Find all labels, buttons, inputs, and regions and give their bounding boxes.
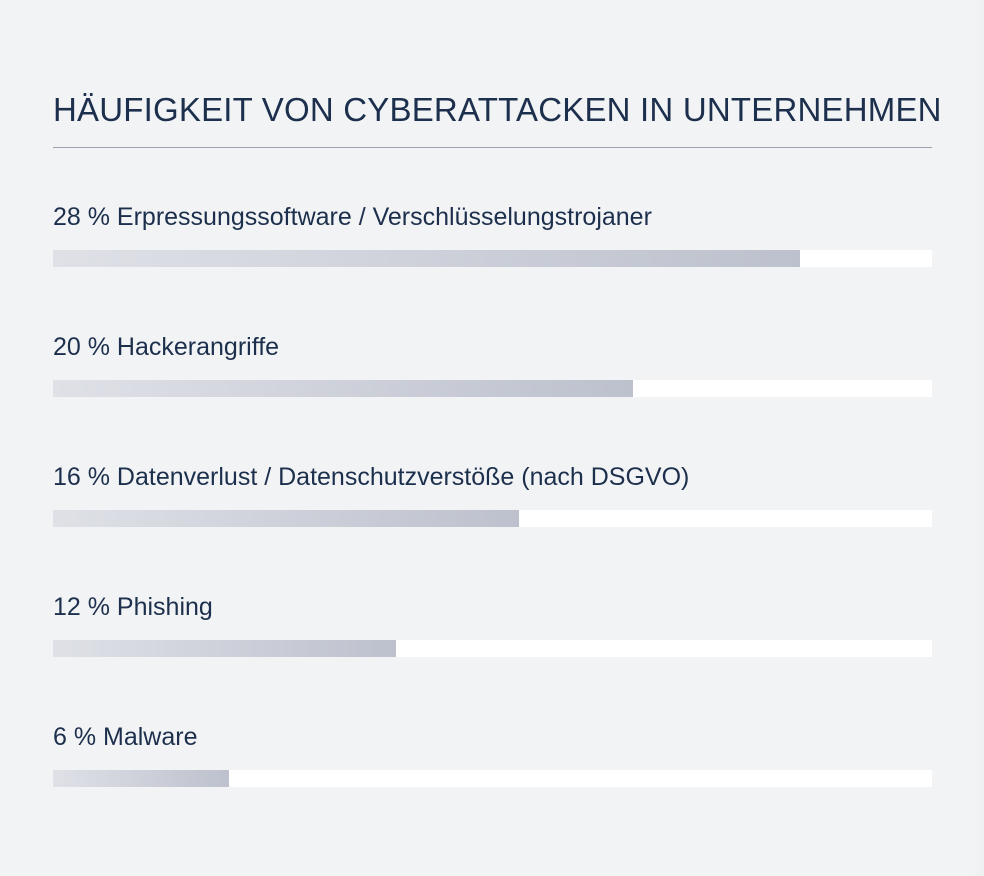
bar-item: 28 % Erpressungssoftware / Verschlüsselu… (53, 202, 932, 332)
chart-title: HÄUFIGKEIT VON CYBERATTACKEN IN UNTERNEH… (53, 91, 942, 128)
bar-item: 6 % Malware (53, 722, 932, 852)
bar-label: 20 % Hackerangriffe (53, 333, 280, 361)
bar-track (53, 250, 932, 267)
chart-panel: HÄUFIGKEIT VON CYBERATTACKEN IN UNTERNEH… (53, 90, 942, 852)
bar-item: 16 % Datenverlust / Datenschutzverstöße … (53, 462, 932, 592)
bar-track (53, 510, 932, 527)
bar-fill (53, 510, 519, 527)
bar-label: 12 % Phishing (53, 593, 213, 621)
bar-fill (53, 640, 396, 657)
bar-item: 12 % Phishing (53, 592, 932, 722)
bar-label: 6 % Malware (53, 723, 198, 751)
bar-item: 20 % Hackerangriffe (53, 332, 932, 462)
bar-track (53, 770, 932, 787)
bar-fill (53, 250, 801, 267)
bar-track (53, 640, 932, 657)
bar-fill (53, 770, 229, 787)
bar-label: 16 % Datenverlust / Datenschutzverstöße … (53, 463, 690, 491)
title-divider (53, 147, 932, 148)
bar-list: 28 % Erpressungssoftware / Verschlüsselu… (53, 202, 932, 852)
bar-track (53, 380, 932, 397)
bar-label: 28 % Erpressungssoftware / Verschlüsselu… (53, 203, 652, 231)
edge-shadow (972, 0, 984, 876)
bar-fill (53, 380, 634, 397)
